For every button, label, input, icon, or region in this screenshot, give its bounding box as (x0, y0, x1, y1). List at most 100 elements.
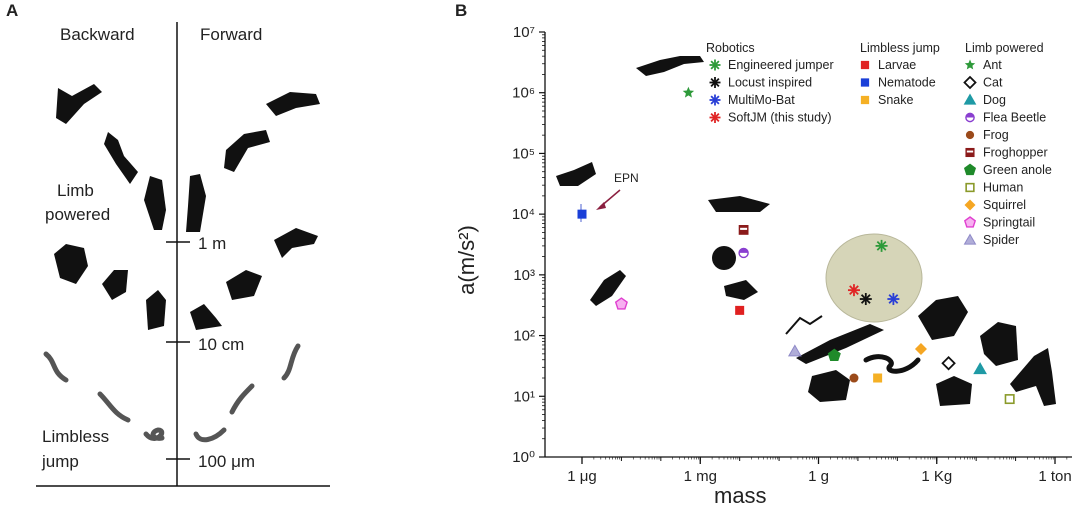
legend-marker-human (965, 182, 975, 193)
y-tick-label: 10⁶ (512, 85, 535, 102)
point-green-anole (827, 348, 841, 361)
legend-label-frog: Frog (983, 128, 1009, 142)
legend-marker-snake (860, 95, 870, 105)
human-silhouettes (56, 84, 320, 232)
epn-annotation: EPN (614, 171, 639, 185)
panel-a: A Backward Forward Limb powered Limbless… (6, 1, 330, 487)
legend-marker-softjm-this-study (709, 112, 721, 123)
scale-label-100um: 100 μm (198, 452, 255, 471)
legend-label-nematode: Nematode (878, 76, 936, 90)
anole-silhouette (796, 324, 884, 364)
legend-marker-green-anole (963, 163, 977, 176)
point-snake (873, 373, 883, 383)
legend-marker-locust-inspired (709, 77, 721, 88)
x-axis-ticks: 1 μg 1 mg 1 g 1 Kg 1 ton (567, 457, 1072, 485)
x-tick-label: 1 mg (684, 468, 717, 485)
point-ant (682, 86, 695, 98)
legend-marker-cat (963, 75, 977, 90)
x-tick-label: 1 Kg (921, 468, 952, 485)
cat-silhouettes (54, 228, 318, 330)
ant-silhouette (636, 56, 704, 76)
point-multimo-bat (887, 293, 900, 306)
panel-a-label: A (6, 1, 18, 20)
point-frog (849, 373, 859, 383)
limbless-line1: Limbless (42, 427, 109, 446)
legend-label-dog: Dog (983, 93, 1006, 107)
point-springtail (614, 297, 628, 310)
limb-powered-line1: Limb (57, 181, 94, 200)
scale-label-1m: 1 m (198, 234, 226, 253)
legend-marker-multimo-bat (709, 94, 721, 106)
y-tick-label: 10⁴ (512, 206, 535, 223)
point-engineered-jumper (875, 239, 888, 252)
y-tick-label: 10¹ (513, 388, 535, 405)
y-tick-label: 10⁵ (512, 145, 535, 162)
legend-marker-nematode (860, 78, 870, 87)
nematode-silhouette (556, 162, 596, 186)
point-human (1004, 394, 1015, 405)
limb-powered-line2: powered (45, 205, 110, 224)
legend-marker-larvae (860, 60, 870, 70)
legend-label-snake: Snake (878, 93, 913, 107)
data-points (577, 86, 1015, 405)
legend-marker-squirrel (964, 199, 976, 211)
point-nematode (577, 209, 587, 219)
human-silhouette (1010, 348, 1056, 406)
epn-arrowhead (596, 202, 606, 210)
legend-title-limb-powered: Limb powered (965, 41, 1044, 55)
legend-marker-flea-beetle (965, 112, 975, 123)
flea-beetle-silhouette (712, 246, 736, 270)
legend-label-green-anole: Green anole (983, 163, 1052, 177)
legend-marker-spider (963, 233, 977, 245)
backward-heading: Backward (60, 25, 135, 44)
x-tick-label: 1 g (808, 468, 829, 485)
springtail-silhouette (590, 270, 626, 306)
legend-marker-dog (963, 93, 977, 105)
larvae-silhouette (724, 280, 758, 300)
point-spider (787, 344, 802, 357)
y-axis-title: a(m/s²) (454, 225, 479, 295)
legend-title-robotics: Robotics (706, 41, 755, 55)
x-axis-title: mass (714, 483, 767, 508)
point-dog (973, 362, 987, 375)
spider-silhouette (785, 315, 823, 335)
y-tick-label: 10³ (513, 267, 535, 284)
y-axis-ticks: 10⁰ 10¹ 10² 10³ 10⁴ 10⁵ 10⁶ 10⁷ (512, 24, 545, 466)
legend-label-springtail: Springtail (983, 216, 1035, 230)
legend-label-flea-beetle: Flea Beetle (983, 111, 1046, 125)
nematode-silhouettes (43, 343, 301, 443)
limbless-line2: jump (41, 452, 79, 471)
legend-label-locust-inspired: Locust inspired (728, 76, 812, 90)
x-tick-label: 1 ton (1038, 468, 1071, 485)
frog-silhouette (808, 370, 850, 402)
legend-label-spider: Spider (983, 233, 1019, 247)
snake-silhouette (863, 354, 921, 374)
legend-title-limbless-jump: Limbless jump (860, 41, 940, 55)
point-cat (941, 355, 956, 371)
legend-marker-froghopper (965, 147, 975, 158)
legend-label-squirrel: Squirrel (983, 198, 1026, 212)
legend-label-multimo-bat: MultiMo-Bat (728, 93, 795, 107)
forward-heading: Forward (200, 25, 262, 44)
legend-label-human: Human (983, 181, 1023, 195)
point-larvae (735, 305, 745, 315)
legend-label-engineered-jumper: Engineered jumper (728, 58, 834, 72)
legend-label-cat: Cat (983, 76, 1003, 90)
legend-marker-ant (964, 59, 976, 70)
panel-b-label: B (455, 1, 467, 20)
squirrel-silhouette (918, 296, 968, 340)
point-softjm-this-study (847, 284, 860, 297)
legend-label-softjm-this-study: SoftJM (this study) (728, 111, 832, 125)
plot-silhouettes (556, 56, 1056, 406)
legend-marker-engineered-jumper (709, 59, 721, 71)
legend-marker-springtail (963, 216, 977, 228)
y-tick-label: 10² (513, 328, 535, 345)
y-tick-label: 10⁰ (512, 449, 535, 466)
legend-label-larvae: Larvae (878, 58, 916, 72)
cat-silhouette (936, 376, 972, 406)
point-flea-beetle (738, 247, 749, 259)
dog-silhouette (980, 322, 1018, 366)
legend-label-froghopper: Froghopper (983, 146, 1048, 160)
robot-cluster-highlight (825, 233, 923, 323)
